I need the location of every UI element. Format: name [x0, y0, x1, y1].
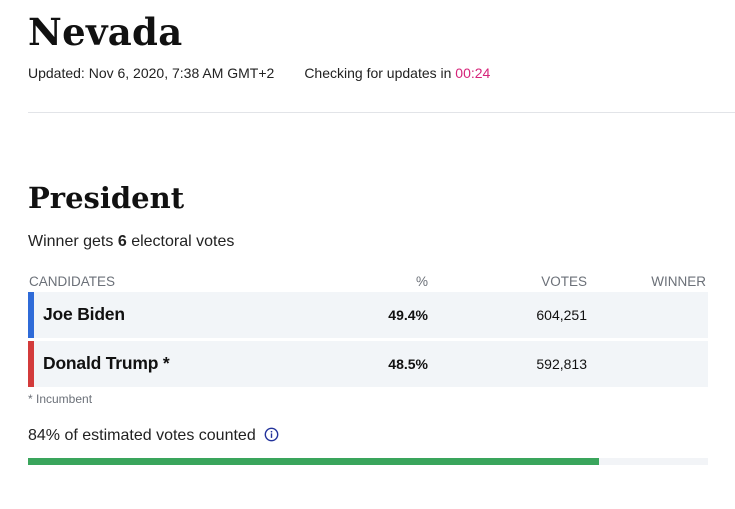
candidate-name: Donald Trump * [43, 353, 170, 373]
update-countdown-text: Checking for updates in 00:24 [304, 65, 490, 81]
electoral-suffix: electoral votes [131, 233, 235, 250]
checking-label: Checking for updates in [304, 65, 452, 81]
electoral-prefix: Winner gets [28, 233, 114, 250]
candidate-votes: 592,813 [536, 356, 587, 372]
countdown-timer: 00:24 [455, 65, 491, 81]
candidate-row-trump: Donald Trump * 48.5% 592,813 [28, 341, 708, 387]
candidate-name: Joe Biden [43, 304, 125, 324]
header-percent: % [415, 274, 428, 289]
counted-percent: 84% [28, 427, 61, 444]
party-color-bar [28, 341, 34, 387]
update-status: Updated: Nov 6, 2020, 7:38 AM GMT+2 Chec… [28, 65, 490, 81]
state-title: Nevada [28, 10, 183, 54]
candidate-percent: 49.4% [388, 307, 428, 323]
votes-counted-text: 84% of estimated votes counted [28, 427, 279, 445]
party-color-bar [28, 292, 34, 338]
candidate-row-biden: Joe Biden 49.4% 604,251 [28, 292, 708, 338]
updated-timestamp: Updated: Nov 6, 2020, 7:38 AM GMT+2 [28, 65, 275, 81]
race-title: President [28, 181, 185, 215]
votes-counted-progress [28, 458, 708, 465]
divider [28, 112, 735, 113]
candidate-percent: 48.5% [388, 356, 428, 372]
electoral-count: 6 [117, 233, 127, 250]
table-header: CANDIDATES % VOTES WINNER [28, 272, 708, 292]
candidate-votes: 604,251 [536, 307, 587, 323]
header-candidates: CANDIDATES [29, 274, 116, 289]
progress-fill [28, 458, 600, 465]
electoral-votes-text: Winner gets 6 electoral votes [28, 233, 234, 251]
counted-label: of estimated votes counted [64, 427, 256, 444]
header-winner: WINNER [651, 274, 706, 289]
results-table: CANDIDATES % VOTES WINNER Joe Biden 49.4… [28, 272, 708, 390]
info-icon[interactable] [264, 427, 279, 442]
incumbent-footnote: * Incumbent [28, 392, 93, 406]
header-votes: VOTES [541, 274, 587, 289]
